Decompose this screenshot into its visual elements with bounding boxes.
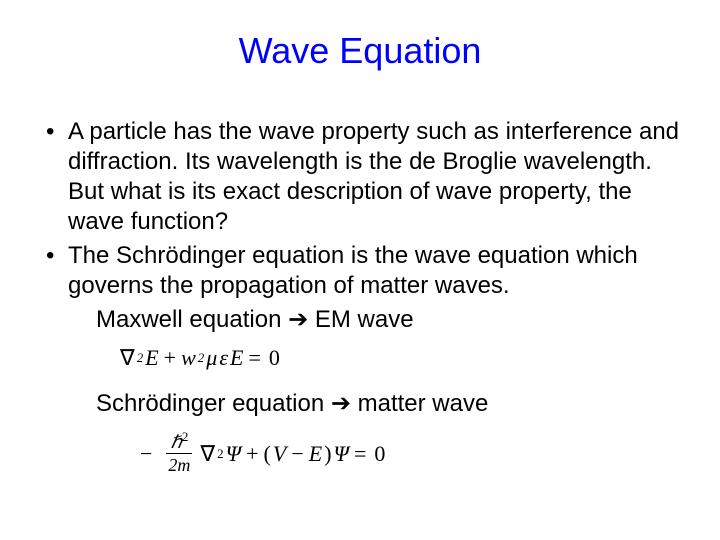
var-E2: E (230, 345, 243, 371)
var-mu: μ (206, 345, 217, 371)
psi-1: Ψ (226, 441, 241, 467)
psi-2: Ψ (334, 441, 349, 467)
var-w: w (181, 345, 196, 371)
nabla-symbol: ∇ (120, 345, 135, 371)
hbar-sup: 2 (182, 429, 189, 444)
var-eps: ε (219, 345, 228, 371)
equals-op: = (248, 345, 260, 371)
zero: 0 (269, 345, 280, 371)
maxwell-line: Maxwell equation ➔ EM wave (40, 305, 680, 335)
bullet-2: The Schrödinger equation is the wave equ… (40, 241, 680, 301)
minus-sign: − (140, 441, 152, 467)
bullet-list: A particle has the wave property such as… (40, 117, 680, 301)
fraction: ℏ2 2m (164, 433, 194, 474)
lparen: ( (264, 441, 271, 467)
var-V: V (273, 441, 286, 467)
var-E3: E (309, 441, 322, 467)
hbar: ℏ (170, 432, 181, 452)
rparen: ) (324, 441, 331, 467)
slide-title: Wave Equation (40, 30, 680, 72)
plus-op: + (164, 345, 176, 371)
bullet-1: A particle has the wave property such as… (40, 117, 680, 237)
nabla-2: ∇ (200, 441, 215, 467)
schrodinger-line: Schrödinger equation ➔ matter wave (40, 389, 680, 419)
minus-inner: − (291, 441, 303, 467)
numerator: ℏ2 (166, 433, 192, 454)
schrodinger-equation: − ℏ2 2m ∇2Ψ + (V − E)Ψ = 0 (40, 433, 680, 474)
zero-2: 0 (374, 441, 385, 467)
equals-2: = (354, 441, 366, 467)
plus-2: + (246, 441, 258, 467)
denominator: 2m (164, 454, 194, 474)
maxwell-equation: ∇2E + w2μεE = 0 (40, 345, 680, 371)
var-E: E (145, 345, 158, 371)
